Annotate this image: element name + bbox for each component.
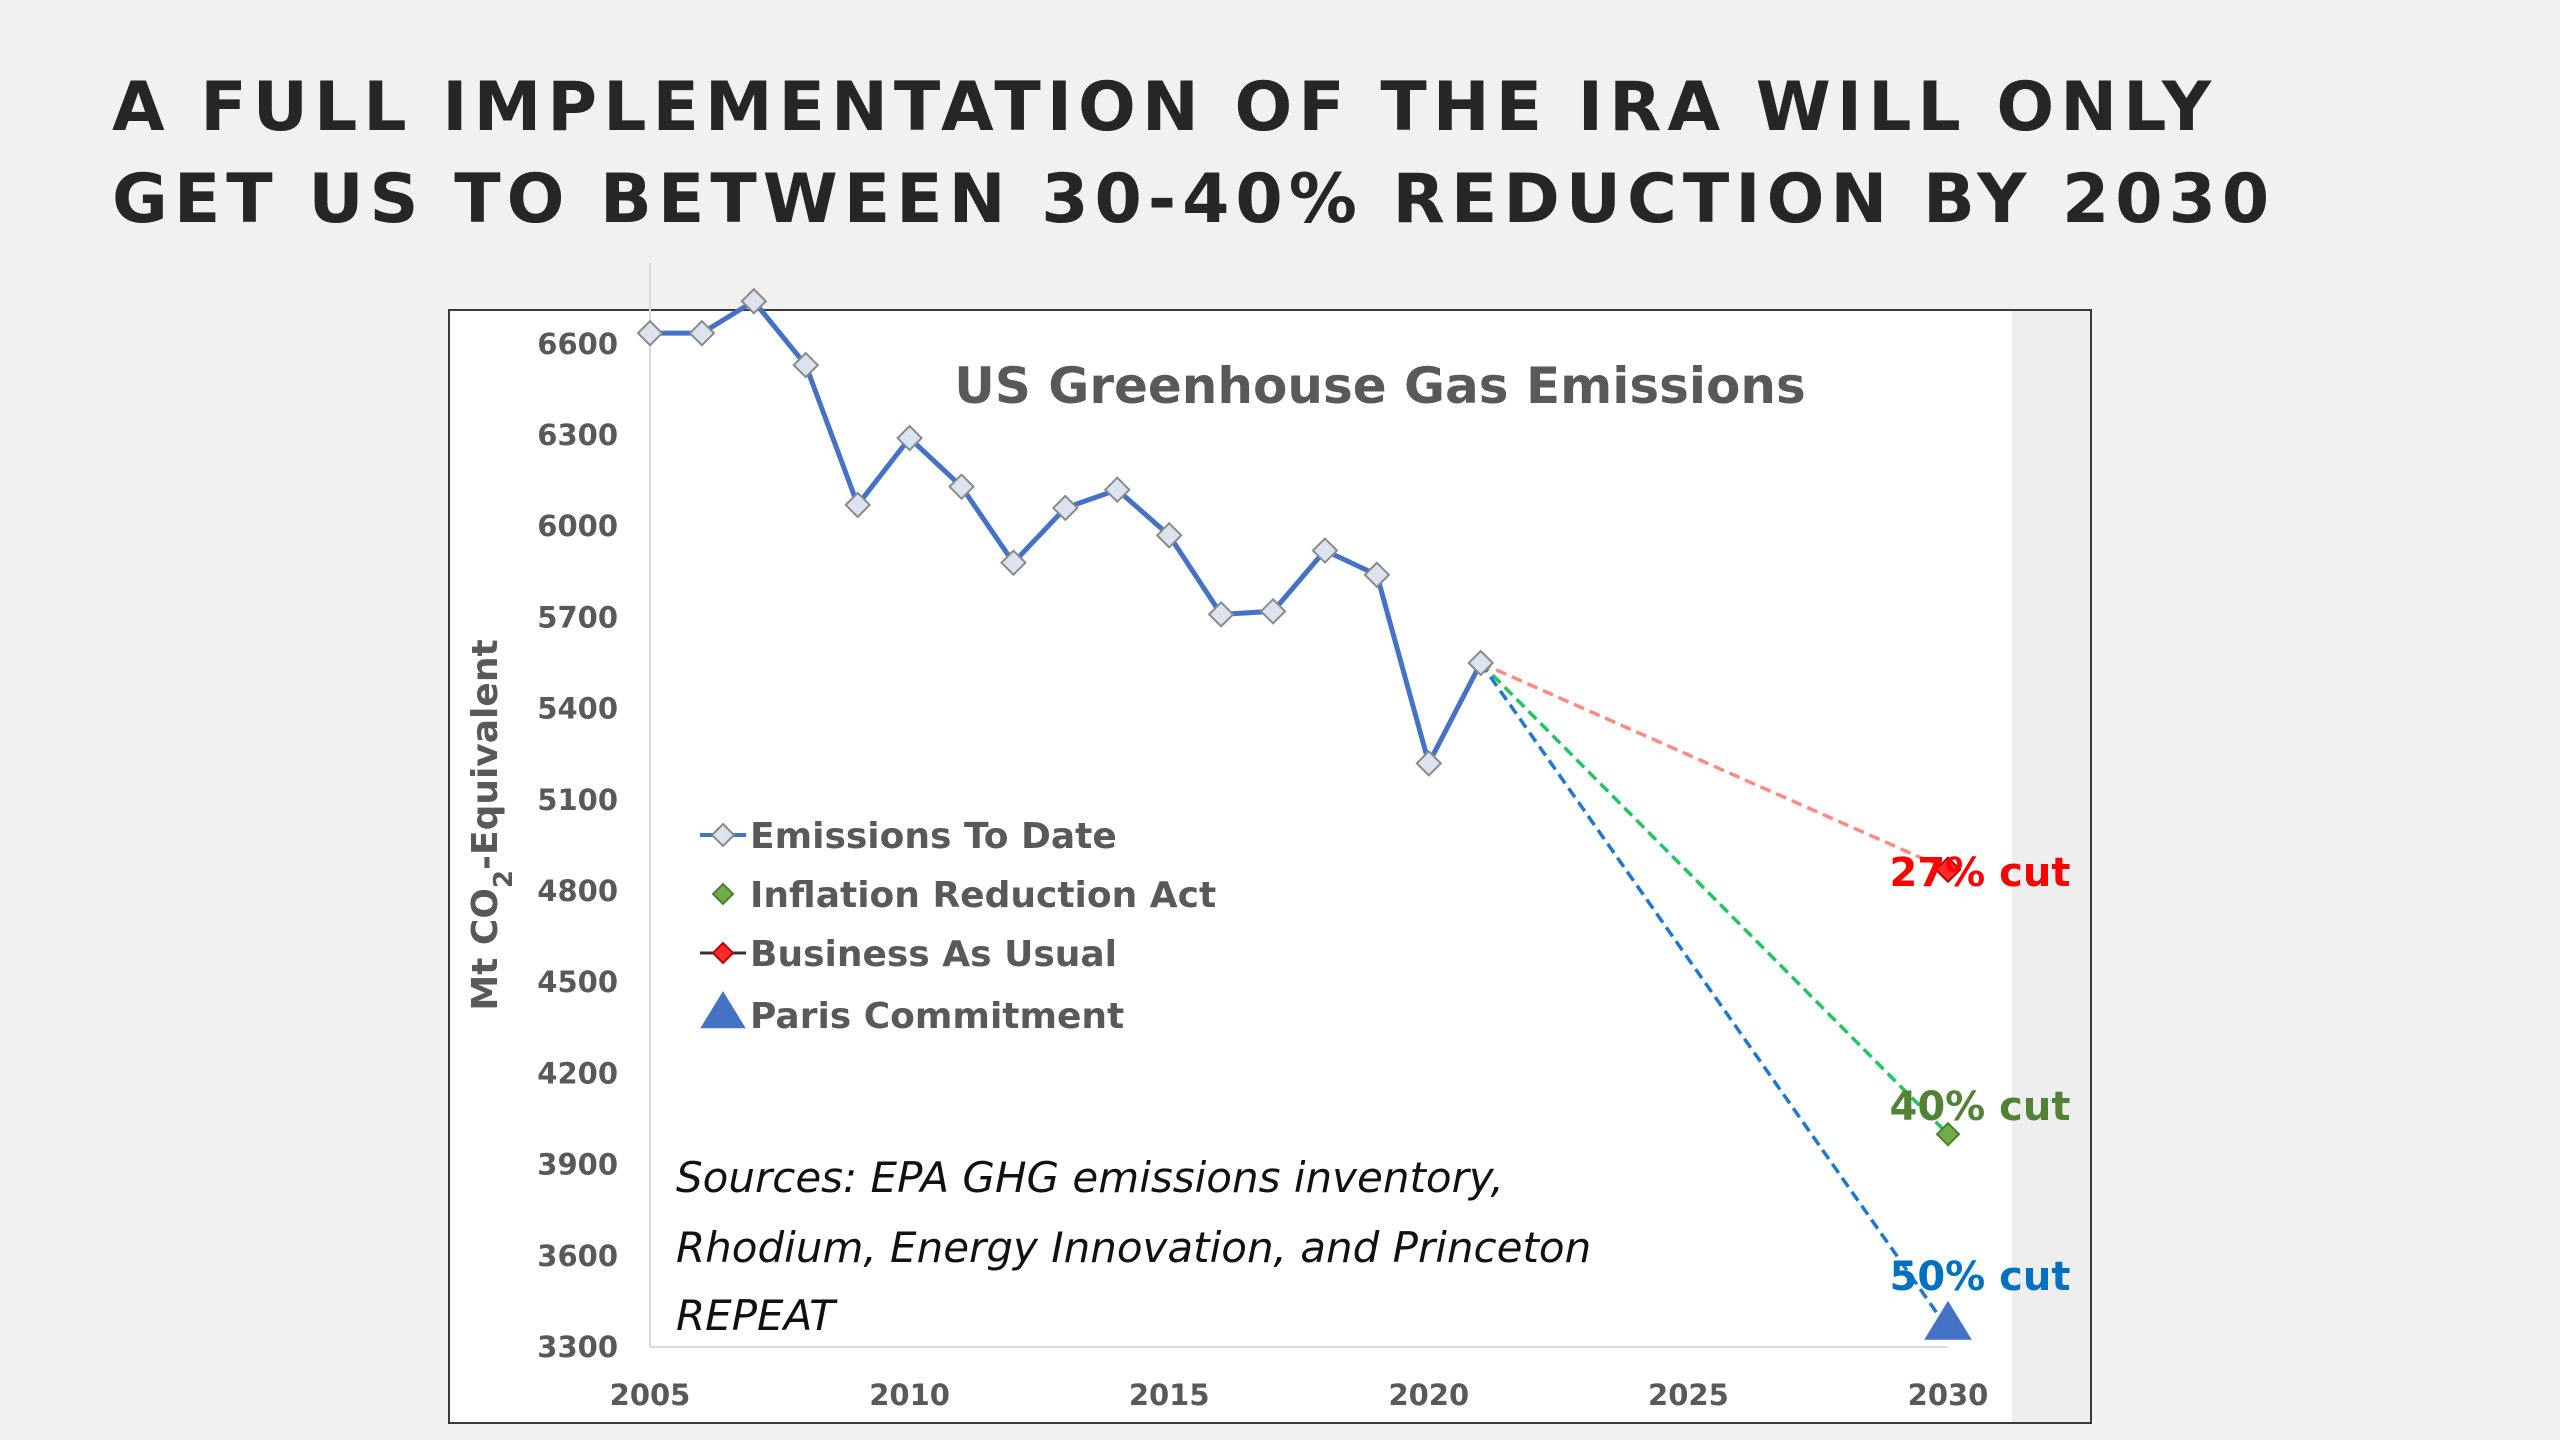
y-tick-label: 5100 xyxy=(537,783,618,817)
bau-point xyxy=(1934,856,1962,884)
x-tick-label: 2025 xyxy=(1648,1378,1729,1412)
y-tick-label: 5700 xyxy=(537,600,618,634)
y-tick-label: 3300 xyxy=(537,1330,618,1364)
legend-marker xyxy=(711,882,735,906)
legend-marker xyxy=(700,991,746,1029)
emissions-point xyxy=(1155,521,1183,549)
series xyxy=(636,287,1972,1340)
y-tick-label: 4800 xyxy=(537,874,618,908)
legend-label: Business As Usual xyxy=(750,934,1117,975)
y-tick-label: 4500 xyxy=(537,965,618,999)
emissions-point xyxy=(1000,549,1027,577)
emissions-point xyxy=(844,491,872,519)
slide-title-line-1: A FULL IMPLEMENTATION OF THE IRA WILL ON… xyxy=(112,68,2218,147)
legend-marker xyxy=(711,941,735,965)
legend-label: Paris Commitment xyxy=(750,996,1124,1037)
slide-title-line-2: GET US TO BETWEEN 30-40% REDUCTION BY 20… xyxy=(112,160,2276,239)
legend-marker xyxy=(710,822,736,848)
emissions-point xyxy=(1103,476,1131,504)
y-tick-label: 3900 xyxy=(537,1148,618,1182)
emissions-point xyxy=(948,473,975,501)
emissions-point xyxy=(636,319,664,347)
legend-item: Paris Commitment xyxy=(700,991,1124,1037)
legend-label: Emissions To Date xyxy=(750,816,1117,857)
ira-point xyxy=(1935,1121,1961,1147)
emissions-point xyxy=(1415,749,1443,777)
y-tick-label: 5400 xyxy=(537,692,618,726)
axes: 3300 3600 3900 4200 4500 4800 5100 5400 5700 6000… xyxy=(465,263,1988,1412)
emissions-point xyxy=(740,287,768,315)
emissions-point xyxy=(1467,649,1495,677)
y-tick-label: 6300 xyxy=(537,418,618,452)
y-axis-title: Mt CO2-Equivalent xyxy=(465,639,519,1010)
annotation-40-cut: 40% cut xyxy=(1890,1084,2071,1130)
emissions-point xyxy=(1363,561,1391,589)
emissions-point xyxy=(1259,597,1287,625)
annotation-27-cut: 27% cut xyxy=(1890,850,2071,896)
x-tick-label: 2010 xyxy=(869,1378,950,1412)
y-tick-label: 6600 xyxy=(537,327,618,361)
x-tick-label: 2030 xyxy=(1908,1378,1989,1412)
slide-title: A FULL IMPLEMENTATION OF THE IRA WILL ON… xyxy=(112,62,2412,246)
paris-point xyxy=(1924,1300,1972,1340)
emissions-point xyxy=(1311,537,1339,564)
annotations: 27% cut 40% cut 50% cut xyxy=(1890,850,2071,1300)
source-note-line: REPEAT xyxy=(676,1291,838,1340)
x-tick-label: 2015 xyxy=(1129,1378,1210,1412)
legend-item: Business As Usual xyxy=(700,934,1117,975)
emissions-point xyxy=(688,319,716,347)
source-note-line: Rhodium, Energy Innovation, and Princeto… xyxy=(676,1223,1591,1272)
x-tick-label: 2005 xyxy=(610,1378,691,1412)
source-note-line: Sources: EPA GHG emissions inventory, xyxy=(676,1153,1504,1202)
legend-item: Emissions To Date xyxy=(700,816,1117,857)
emissions-point xyxy=(896,424,924,452)
annotation-50-cut: 50% cut xyxy=(1890,1254,2071,1300)
source-note: Sources: EPA GHG emissions inventory, Rho… xyxy=(676,1153,1591,1340)
legend: Emissions To Date Inflation Reduction Act… xyxy=(700,816,1216,1037)
ira-projection-line xyxy=(1479,661,1950,1136)
y-tick-label: 4200 xyxy=(537,1056,618,1090)
y-tick-label: 6000 xyxy=(537,509,618,543)
emissions-point xyxy=(1051,494,1079,522)
emissions-point xyxy=(792,351,820,379)
legend-item: Inflation Reduction Act xyxy=(711,875,1216,916)
chart-title: US Greenhouse Gas Emissions xyxy=(954,357,1805,415)
legend-label: Inflation Reduction Act xyxy=(750,875,1216,916)
chart-frame xyxy=(448,309,2092,1424)
emissions-point xyxy=(1207,600,1235,628)
x-tick-label: 2020 xyxy=(1388,1378,1469,1412)
bau-projection-line xyxy=(1480,661,1949,872)
y-tick-label: 3600 xyxy=(537,1239,618,1273)
